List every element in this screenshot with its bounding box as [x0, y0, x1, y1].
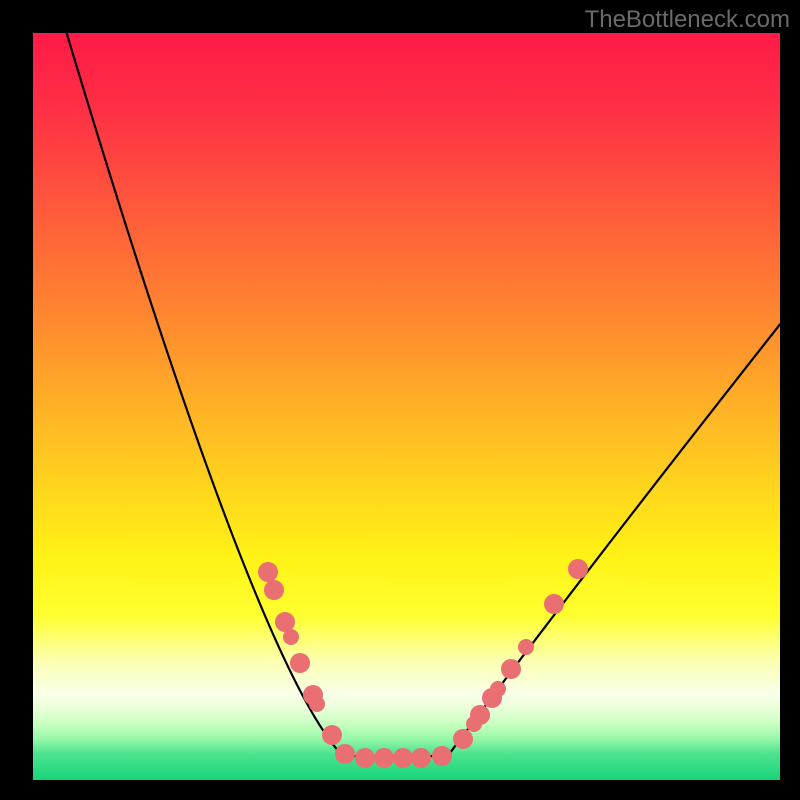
- bottleneck-curve: [67, 33, 343, 756]
- data-marker: [290, 653, 310, 673]
- data-marker: [355, 748, 375, 768]
- data-marker: [432, 746, 452, 766]
- data-marker: [264, 580, 284, 600]
- data-marker: [283, 629, 299, 645]
- data-marker: [518, 639, 534, 655]
- data-marker: [568, 559, 588, 579]
- data-marker: [374, 748, 394, 768]
- watermark-text: TheBottleneck.com: [585, 6, 790, 34]
- data-marker: [393, 748, 413, 768]
- data-marker: [490, 681, 506, 697]
- data-marker: [470, 705, 490, 725]
- data-marker: [335, 744, 355, 764]
- data-marker: [453, 729, 473, 749]
- data-marker: [544, 594, 564, 614]
- data-marker: [501, 659, 521, 679]
- data-marker: [309, 696, 325, 712]
- plot-area: [33, 33, 780, 780]
- data-marker: [322, 725, 342, 745]
- curve-layer: [33, 33, 780, 780]
- data-marker: [411, 748, 431, 768]
